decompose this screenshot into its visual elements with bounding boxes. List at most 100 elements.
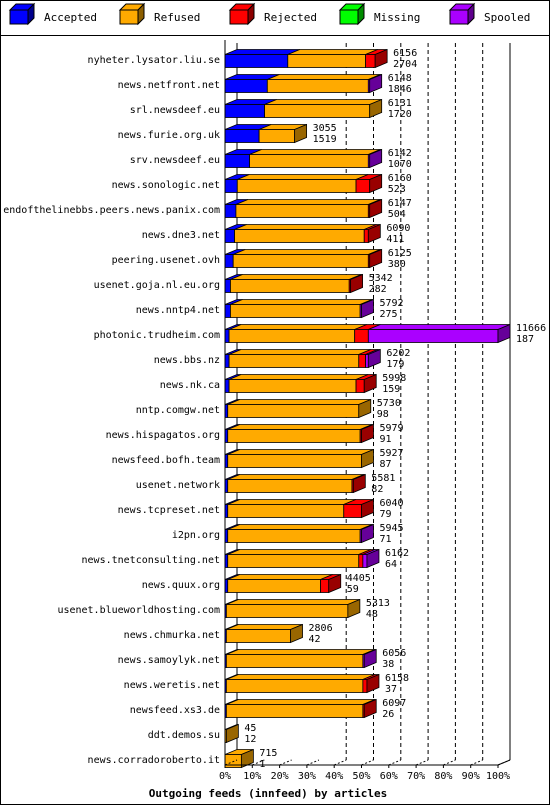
bar-segment-side — [347, 598, 361, 619]
host-label: usenet.blueworldhosting.com — [57, 605, 220, 616]
bar-segment-rejected — [358, 554, 364, 568]
bar-segment-refused — [227, 529, 361, 543]
x-axis-depth-line — [497, 759, 511, 766]
bar-segment-top — [368, 324, 511, 330]
bar-segment-refused — [227, 479, 353, 493]
bar-accepted-label: 187 — [516, 334, 534, 345]
bar-segment-top — [226, 649, 376, 655]
bar-segment-top — [227, 574, 333, 580]
bar-accepted-label: 48 — [366, 609, 378, 620]
bar-segment-accepted — [224, 54, 289, 68]
bar-accepted-label: 411 — [386, 234, 404, 245]
bar-segment-refused — [228, 329, 356, 343]
bar-segment-top — [264, 99, 382, 105]
bar-segment-side — [361, 498, 374, 519]
bar-segment-side — [363, 648, 377, 669]
bar-segment-rejected — [354, 329, 369, 343]
host-label: newsfeed.xs3.de — [130, 705, 220, 716]
bar-segment-top — [227, 549, 371, 555]
legend-swatch-refused — [119, 9, 139, 25]
bar-segment-top — [226, 624, 303, 630]
bar-accepted-label: 98 — [377, 409, 389, 420]
bar-segment-side — [369, 198, 383, 219]
bar-segment-refused — [227, 554, 360, 568]
bar-accepted-label: 26 — [382, 709, 394, 720]
host-label: news.samoylyk.net — [118, 655, 220, 666]
bar-segment-refused — [227, 429, 361, 443]
host-label: nyheter.lysator.liu.se — [88, 55, 220, 66]
bar-total-label: 6056 — [382, 648, 406, 659]
host-label: news.tnetconsulting.net — [82, 555, 220, 566]
bar-total-label: 5998 — [382, 373, 406, 384]
bar-segment-accepted — [224, 129, 260, 143]
bar-accepted-label: 38 — [382, 659, 394, 670]
bar-total-label: 6125 — [388, 248, 412, 259]
bar-segment-accepted — [224, 279, 231, 293]
bar-segment-side — [328, 573, 342, 594]
bar-total-label: 5927 — [380, 448, 404, 459]
host-label: news.corradoroberto.it — [88, 755, 220, 766]
bar-total-label: 2806 — [309, 623, 333, 634]
bar-segment-accepted — [224, 79, 268, 93]
bar-segment-side — [361, 448, 374, 469]
bar-segment-refused — [225, 629, 291, 643]
x-tick-label: 40% — [325, 771, 343, 782]
bar-segment-refused — [249, 154, 369, 168]
x-tick-label: 70% — [407, 771, 425, 782]
x-tick-label: 60% — [380, 771, 398, 782]
x-tick-label: 50% — [352, 771, 370, 782]
bar-accepted-label: 2704 — [393, 59, 417, 70]
bar-segment-refused — [230, 279, 350, 293]
bar-segment-top — [226, 674, 376, 680]
bar-accepted-label: 275 — [380, 309, 398, 320]
bar-segment-rejected — [320, 579, 330, 593]
legend-item-rejected: Rejected — [228, 2, 317, 26]
host-label: usenet.network — [136, 480, 220, 491]
legend-label: Rejected — [264, 11, 317, 24]
host-label: ddt.demos.su — [148, 730, 220, 741]
bar-accepted-label: 1720 — [388, 109, 412, 120]
bar-total-label: 6147 — [388, 198, 412, 209]
bar-segment-refused — [234, 229, 365, 243]
bar-accepted-label: 523 — [388, 184, 406, 195]
bar-total-label: 4405 — [347, 573, 371, 584]
bar-segment-spooled — [365, 354, 369, 368]
host-label: news.nk.ca — [160, 380, 220, 391]
bar-segment-top — [226, 599, 361, 605]
bar-total-label: 715 — [259, 748, 277, 759]
legend-swatch-accepted — [9, 9, 29, 25]
bar-total-label: 5792 — [380, 298, 404, 309]
bar-segment-side — [294, 123, 308, 144]
host-labels: nyheter.lysator.liu.se news.netfront.net s… — [3, 55, 220, 766]
bar-segment-top — [237, 174, 369, 180]
bar-segment-refused — [264, 104, 371, 118]
bar-segment-refused — [235, 204, 369, 218]
bar-segment-refused — [232, 254, 369, 268]
host-label: news.hispagatos.org — [106, 430, 220, 441]
bar-accepted-label: 91 — [380, 434, 392, 445]
bar-segment-side — [361, 523, 374, 544]
host-label: news.dne3.net — [142, 230, 220, 241]
bar-total-label: 6040 — [380, 498, 404, 509]
host-label: news.netfront.net — [118, 80, 220, 91]
x-axis-title: Outgoing feeds (innfeed) by articles — [149, 787, 387, 800]
host-label: news.quux.org — [142, 580, 220, 591]
bar-segment-side — [240, 748, 254, 769]
bar-segment-top — [287, 49, 378, 55]
host-label: news.tcpreset.net — [118, 505, 220, 516]
bar-accepted-label: 37 — [385, 684, 397, 695]
bar-total-label: 6202 — [386, 348, 410, 359]
bar-total-label: 6148 — [388, 73, 412, 84]
bar-total-label: 5581 — [371, 473, 395, 484]
bar-total-label: 3055 — [313, 123, 337, 134]
legend-swatch-missing — [339, 9, 359, 25]
